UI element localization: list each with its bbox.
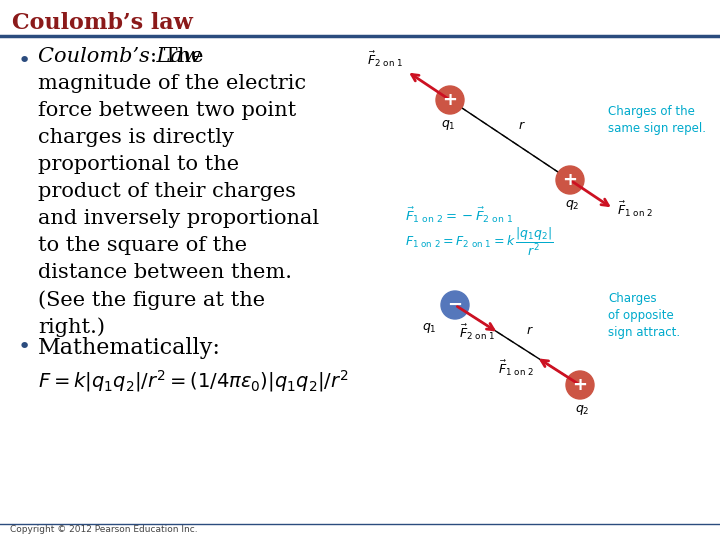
Text: to the square of the: to the square of the xyxy=(38,236,247,255)
Text: $\vec{F}_{2\ \rm on\ 1}$: $\vec{F}_{2\ \rm on\ 1}$ xyxy=(459,323,495,342)
Text: +: + xyxy=(572,376,588,394)
Text: magnitude of the electric: magnitude of the electric xyxy=(38,74,306,93)
Text: $F = k|q_1q_2|/r^2 = (1/4\pi\varepsilon_0)|q_1q_2|/r^2$: $F = k|q_1q_2|/r^2 = (1/4\pi\varepsilon_… xyxy=(38,368,348,394)
Text: force between two point: force between two point xyxy=(38,101,296,120)
Text: and inversely proportional: and inversely proportional xyxy=(38,209,319,228)
Text: $\vec{F}_{2\ \rm on\ 1}$: $\vec{F}_{2\ \rm on\ 1}$ xyxy=(366,50,402,69)
Text: product of their charges: product of their charges xyxy=(38,182,296,201)
Text: •: • xyxy=(18,337,31,357)
Text: Charges of the
same sign repel.: Charges of the same sign repel. xyxy=(608,105,706,135)
Text: $F_{1\ \rm on\ 2} = F_{2\ \rm on\ 1} = k\,\dfrac{|q_1q_2|}{r^2}$: $F_{1\ \rm on\ 2} = F_{2\ \rm on\ 1} = k… xyxy=(405,226,554,258)
Text: $\vec{F}_{1\ \rm on\ 2} = -\vec{F}_{2\ \rm on\ 1}$: $\vec{F}_{1\ \rm on\ 2} = -\vec{F}_{2\ \… xyxy=(405,205,513,225)
Text: $q_1$: $q_1$ xyxy=(423,321,437,335)
Text: Copyright © 2012 Pearson Education Inc.: Copyright © 2012 Pearson Education Inc. xyxy=(10,525,197,535)
Text: +: + xyxy=(562,171,577,189)
Text: proportional to the: proportional to the xyxy=(38,155,239,174)
Text: −: − xyxy=(447,296,462,314)
Text: $\vec{F}_{1\ \rm on\ 2}$: $\vec{F}_{1\ \rm on\ 2}$ xyxy=(617,199,653,219)
Text: $r$: $r$ xyxy=(518,119,526,132)
Text: $\vec{F}_{1\ \rm on\ 2}$: $\vec{F}_{1\ \rm on\ 2}$ xyxy=(498,359,534,379)
Text: $q_1$: $q_1$ xyxy=(441,118,455,132)
Text: Charges
of opposite
sign attract.: Charges of opposite sign attract. xyxy=(608,292,680,339)
Circle shape xyxy=(556,166,584,194)
Text: $q_2$: $q_2$ xyxy=(564,198,580,212)
Text: •: • xyxy=(18,51,31,71)
Text: Coulomb’s law: Coulomb’s law xyxy=(12,12,193,34)
Text: : The: : The xyxy=(150,47,204,66)
Text: distance between them.: distance between them. xyxy=(38,263,292,282)
Text: charges is directly: charges is directly xyxy=(38,128,234,147)
Text: $q_2$: $q_2$ xyxy=(575,403,589,417)
Text: +: + xyxy=(443,91,457,109)
Text: $r$: $r$ xyxy=(526,324,534,337)
Text: (See the figure at the: (See the figure at the xyxy=(38,290,265,309)
Circle shape xyxy=(566,371,594,399)
Circle shape xyxy=(436,86,464,114)
Text: Mathematically:: Mathematically: xyxy=(38,337,221,359)
Text: right.): right.) xyxy=(38,317,105,336)
Circle shape xyxy=(441,291,469,319)
Text: Coulomb’s Law: Coulomb’s Law xyxy=(38,47,201,66)
